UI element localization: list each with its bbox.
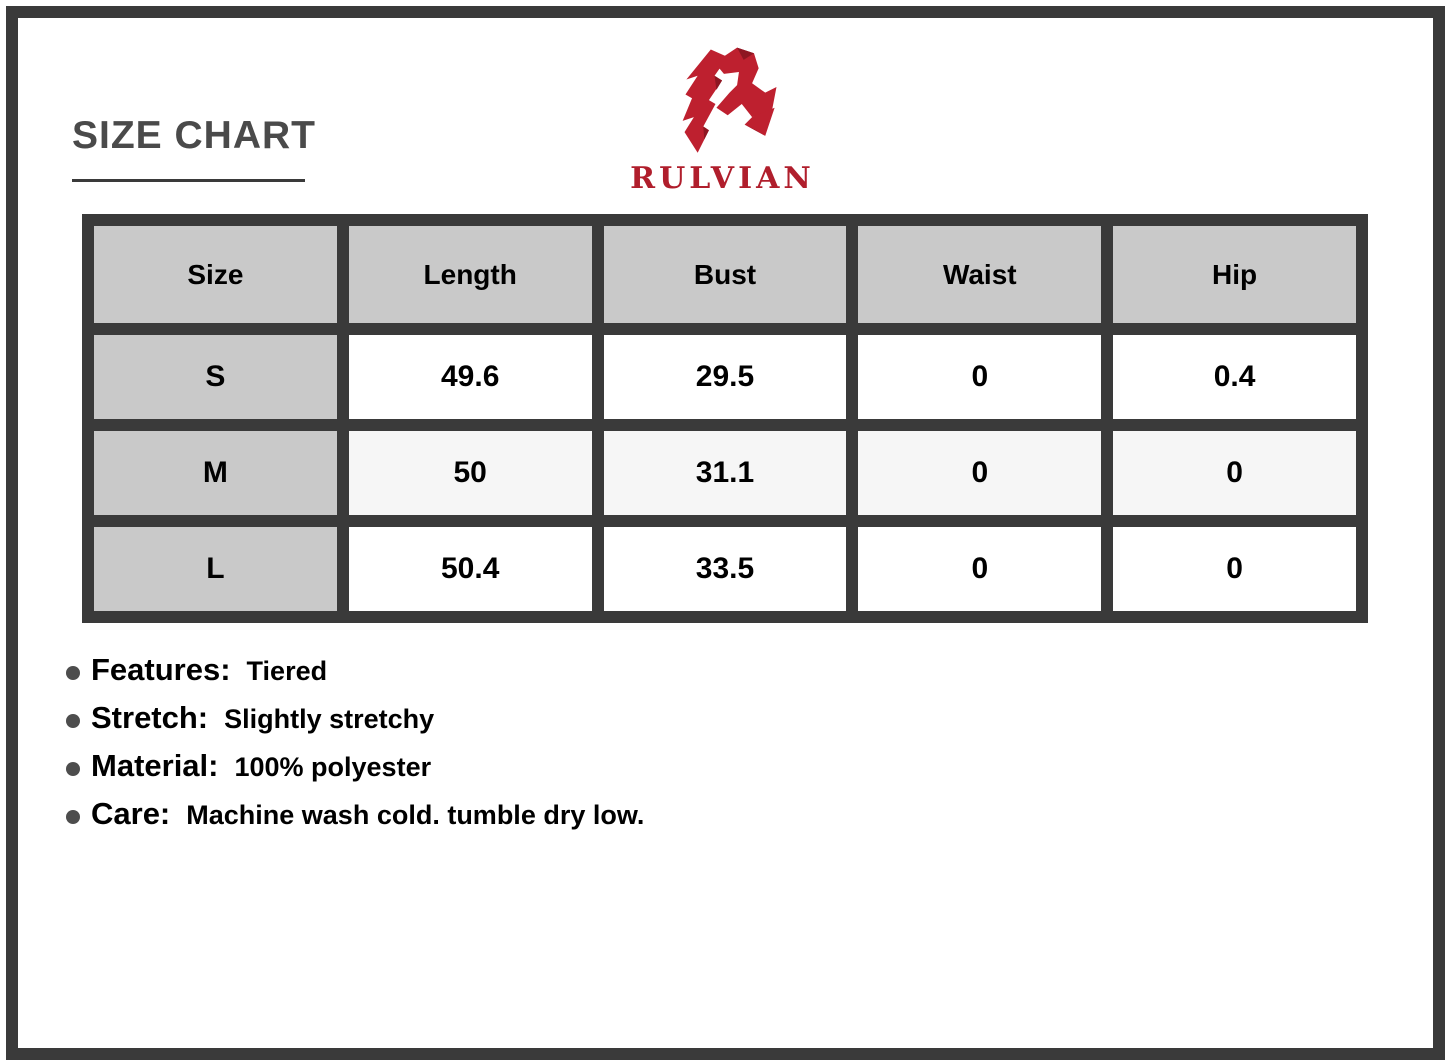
column-header-hip: Hip [1113,226,1356,323]
column-header-waist: Waist [858,226,1102,323]
bust-value-cell: 33.5 [603,527,847,611]
brand-name: RULVIAN [630,161,815,196]
table-row-l: L 50.4 33.5 0 0 [94,527,1356,611]
size-chart-table: Size Length Bust Waist Hip S 49.6 29.5 0… [82,214,1368,623]
table-header-row: Size Length Bust Waist Hip [94,226,1356,323]
length-value-cell: 50.4 [348,527,592,611]
size-label-cell: M [94,431,337,515]
detail-label: Features: [91,652,231,687]
list-item-care: Care: Machine wash cold. tumble dry low. [66,796,644,844]
detail-value: Machine wash cold. tumble dry low. [186,800,645,830]
detail-label: Care: [91,796,171,831]
brand-logo: RULVIAN [600,44,845,194]
detail-label: Material: [91,748,219,783]
angular-r-logo-icon [600,44,845,162]
list-item-features: Features: Tiered [66,652,644,700]
hip-value-cell: 0 [1113,527,1356,611]
bust-value-cell: 29.5 [603,335,847,419]
length-value-cell: 50 [348,431,592,515]
detail-value: 100% polyester [234,752,432,782]
product-details-list: Features: Tiered Stretch: Slightly stret… [66,652,644,844]
title-underline [72,179,305,182]
hip-value-cell: 0 [1113,431,1356,515]
page-title: SIZE CHART [72,114,316,157]
bullet-icon [66,666,80,680]
hip-value-cell: 0.4 [1113,335,1356,419]
title-block: SIZE CHART [72,116,316,182]
column-header-length: Length [348,226,592,323]
detail-value: Tiered [246,656,328,686]
bullet-icon [66,810,80,824]
detail-label: Stretch: [91,700,209,735]
bullet-icon [66,714,80,728]
column-header-size: Size [94,226,337,323]
size-label-cell: S [94,335,337,419]
bullet-icon [66,762,80,776]
waist-value-cell: 0 [858,527,1102,611]
table-row-s: S 49.6 29.5 0 0.4 [94,335,1356,419]
table-row-m: M 50 31.1 0 0 [94,431,1356,515]
waist-value-cell: 0 [858,431,1102,515]
waist-value-cell: 0 [858,335,1102,419]
length-value-cell: 49.6 [348,335,592,419]
column-header-bust: Bust [603,226,847,323]
detail-value: Slightly stretchy [224,704,435,734]
list-item-stretch: Stretch: Slightly stretchy [66,700,644,748]
list-item-material: Material: 100% polyester [66,748,644,796]
size-label-cell: L [94,527,337,611]
bust-value-cell: 31.1 [603,431,847,515]
